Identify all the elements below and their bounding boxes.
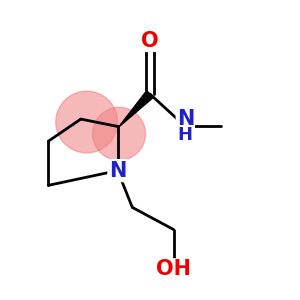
Text: O: O [141, 31, 159, 51]
Text: H: H [178, 126, 193, 144]
Circle shape [93, 107, 146, 160]
Text: N: N [177, 109, 194, 129]
Text: OH: OH [156, 259, 191, 279]
Polygon shape [118, 91, 153, 127]
Circle shape [56, 91, 118, 153]
Text: N: N [109, 160, 126, 181]
